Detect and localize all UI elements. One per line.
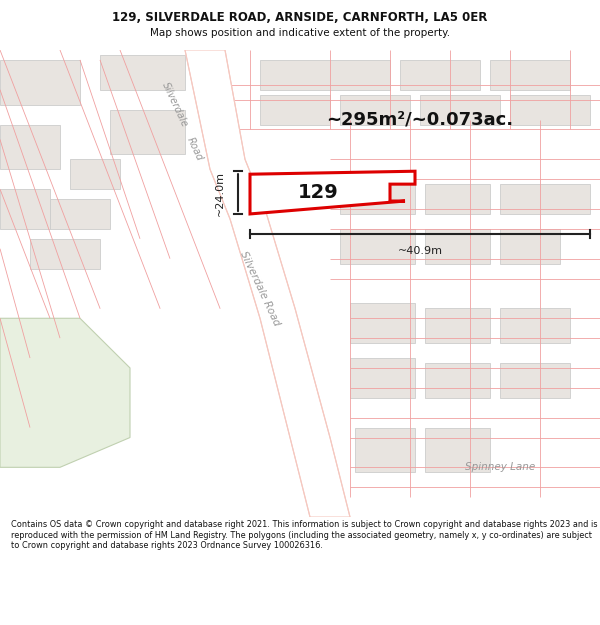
Polygon shape [260,60,390,90]
Polygon shape [490,60,570,90]
Polygon shape [425,229,490,264]
Polygon shape [500,308,570,343]
Polygon shape [350,358,415,398]
Polygon shape [260,95,330,124]
Polygon shape [340,95,410,124]
Polygon shape [500,229,560,264]
Text: Silverdale Road: Silverdale Road [238,249,282,328]
Polygon shape [50,199,110,229]
Polygon shape [110,109,185,154]
Polygon shape [500,363,570,398]
Polygon shape [500,184,590,214]
Text: Map shows position and indicative extent of the property.: Map shows position and indicative extent… [150,28,450,38]
Polygon shape [420,95,500,124]
Polygon shape [340,184,415,214]
Text: 129: 129 [298,182,338,202]
Polygon shape [425,308,490,343]
Polygon shape [0,124,60,169]
Polygon shape [350,303,415,343]
Polygon shape [0,189,50,229]
Text: 129, SILVERDALE ROAD, ARNSIDE, CARNFORTH, LA5 0ER: 129, SILVERDALE ROAD, ARNSIDE, CARNFORTH… [112,11,488,24]
Text: Silverdale: Silverdale [160,81,190,129]
Polygon shape [30,239,100,269]
Text: ~24.0m: ~24.0m [215,171,225,216]
Polygon shape [0,318,130,468]
Polygon shape [70,159,120,189]
Polygon shape [185,50,350,517]
Polygon shape [425,184,490,214]
Polygon shape [355,428,415,472]
Polygon shape [0,60,80,104]
Polygon shape [510,95,590,124]
Polygon shape [100,55,185,90]
Text: Spinney Lane: Spinney Lane [465,462,535,472]
Text: ~40.9m: ~40.9m [398,246,443,256]
Polygon shape [250,171,415,214]
Polygon shape [425,363,490,398]
Text: Contains OS data © Crown copyright and database right 2021. This information is : Contains OS data © Crown copyright and d… [11,520,597,550]
Text: Road: Road [185,136,205,162]
Polygon shape [425,428,490,472]
Polygon shape [400,60,480,90]
Text: ~295m²/~0.073ac.: ~295m²/~0.073ac. [326,111,514,129]
Polygon shape [340,229,415,264]
